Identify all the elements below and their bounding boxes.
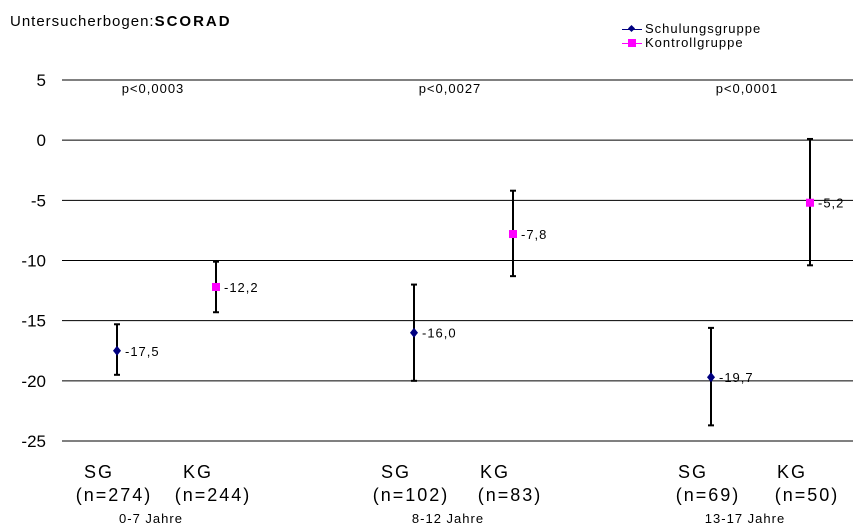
n-label: (n=102) (373, 485, 450, 505)
legend-label-kontrollgruppe: Kontrollgruppe (645, 35, 744, 50)
data-point-schulungsgruppe (707, 372, 715, 383)
category-label: SG (381, 462, 411, 482)
category-label: KG (777, 462, 807, 482)
n-label: (n=244) (175, 485, 252, 505)
chart-title-prefix: Untersucherbogen: (10, 13, 155, 30)
data-point-kontrollgruppe (509, 230, 517, 239)
n-label: (n=83) (478, 485, 543, 505)
data-label: -12,2 (224, 280, 259, 295)
data-label: -17,5 (125, 344, 160, 359)
age-group-label: 0-7 Jahre (119, 511, 183, 526)
legend-item-schulungsgruppe: Schulungsgruppe (622, 22, 761, 36)
chart-title: Untersucherbogen:SCORAD (10, 13, 232, 30)
data-point-schulungsgruppe (113, 345, 121, 356)
legend: Schulungsgruppe Kontrollgruppe (622, 22, 761, 50)
category-label: SG (678, 462, 708, 482)
y-tick-label: -10 (21, 252, 46, 271)
data-label: -19,7 (719, 370, 754, 385)
legend-item-kontrollgruppe: Kontrollgruppe (622, 36, 761, 50)
data-point-kontrollgruppe (212, 282, 220, 291)
age-group-label: 8-12 Jahre (412, 511, 484, 526)
y-tick-label: -15 (21, 312, 46, 331)
data-label: -16,0 (422, 326, 457, 341)
y-tick-label: -25 (21, 432, 46, 451)
data-label: -7,8 (521, 227, 547, 242)
data-point-kontrollgruppe (806, 198, 814, 207)
category-label: KG (480, 462, 510, 482)
category-label: KG (183, 462, 213, 482)
category-label: SG (84, 462, 114, 482)
p-value-label: p<0,0027 (419, 81, 482, 96)
n-label: (n=69) (676, 485, 741, 505)
y-tick-label: -20 (21, 372, 46, 391)
age-group-label: 13-17 Jahre (705, 511, 785, 526)
legend-square-icon (622, 36, 642, 50)
p-value-label: p<0,0001 (716, 81, 779, 96)
data-label: -5,2 (818, 196, 844, 211)
legend-diamond-icon (622, 22, 642, 36)
y-tick-label: 5 (37, 71, 46, 90)
chart-title-main: SCORAD (154, 13, 232, 30)
y-tick-label: 0 (37, 131, 46, 150)
n-label: (n=50) (775, 485, 840, 505)
data-point-schulungsgruppe (410, 327, 418, 338)
p-value-label: p<0,0003 (122, 81, 185, 96)
n-label: (n=274) (76, 485, 153, 505)
y-tick-label: -5 (31, 191, 46, 210)
legend-label-schulungsgruppe: Schulungsgruppe (645, 21, 762, 36)
